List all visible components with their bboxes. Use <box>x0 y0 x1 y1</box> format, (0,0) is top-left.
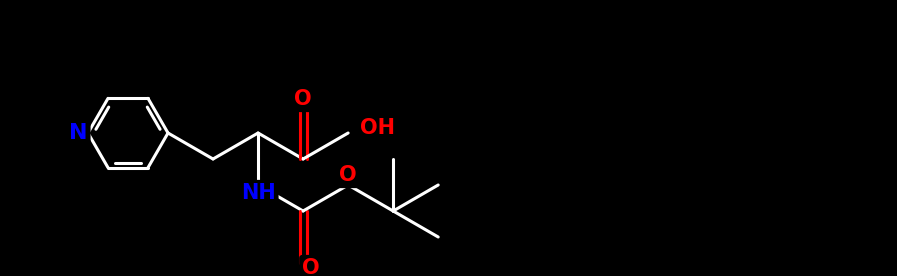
Text: O: O <box>339 165 357 185</box>
Text: O: O <box>294 89 312 109</box>
Text: NH: NH <box>240 183 275 203</box>
Text: O: O <box>302 258 320 276</box>
Text: OH: OH <box>360 118 396 138</box>
Text: N: N <box>69 123 87 143</box>
